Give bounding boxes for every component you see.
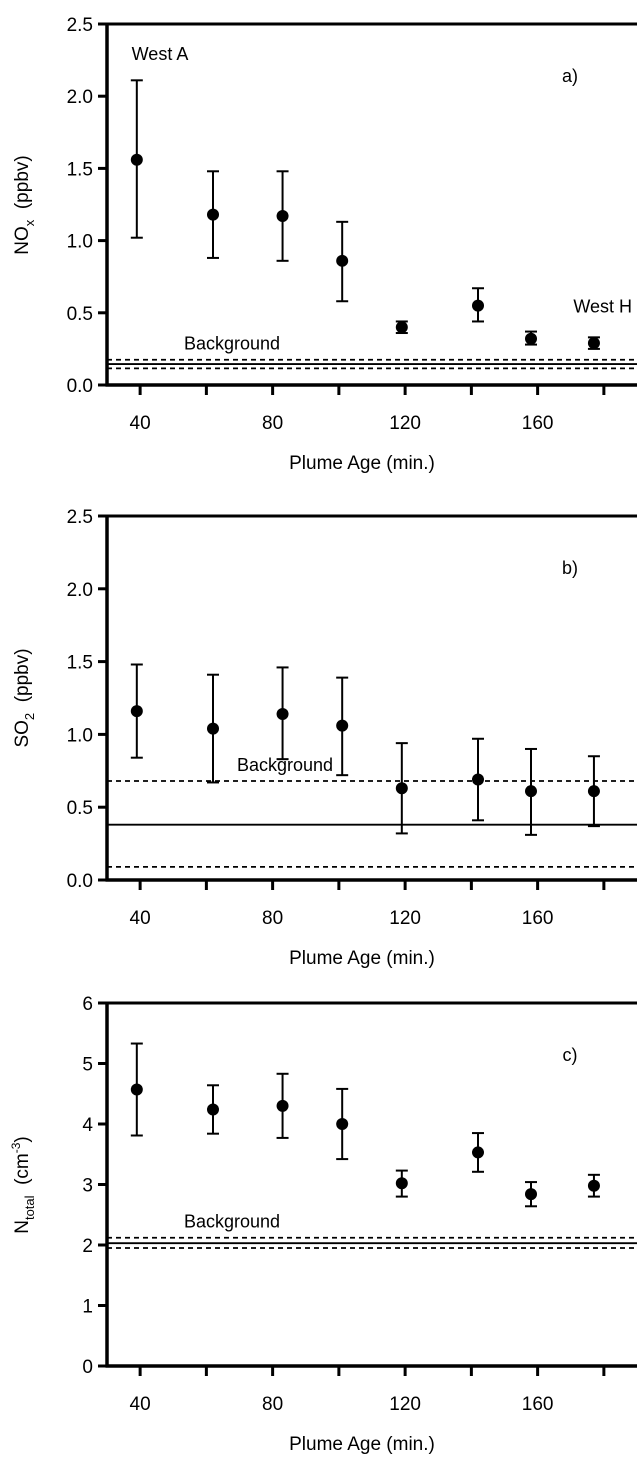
- y-tick-label: 4: [82, 1115, 93, 1136]
- y-tick-label: 2.5: [67, 15, 93, 36]
- x-tick-label: 80: [262, 413, 283, 434]
- data-point: [587, 785, 600, 798]
- annotation-west-h: West H: [573, 297, 632, 317]
- x-tick-label: 120: [389, 908, 421, 929]
- data-point: [587, 337, 600, 350]
- panel-label: c): [563, 1045, 578, 1065]
- x-tick-label: 40: [130, 908, 151, 929]
- data-point: [130, 705, 143, 718]
- panel-label: a): [562, 66, 578, 86]
- data-point: [276, 1099, 289, 1112]
- y-axis-label: Ntotal (cm-3): [9, 1136, 37, 1234]
- y-tick-label: 0: [82, 1357, 93, 1378]
- data-point: [207, 1103, 219, 1116]
- data-point: [276, 210, 289, 223]
- y-tick-label: 2.0: [67, 580, 93, 601]
- panel-3: 0 1 2 3 4 5 6 40 80 120 160 Plume Age (min.) Ntotal …: [9, 994, 637, 1455]
- y-tick-label: 0.0: [67, 871, 93, 892]
- y-tick-label: 3: [82, 1176, 93, 1197]
- panel-1: 0.0 0.5 1.0 1.5 2.0 2.5 40 80 120 160 Plume Age (m…: [12, 15, 637, 474]
- data-point: [587, 1179, 600, 1192]
- data-point: [472, 1146, 484, 1159]
- x-tick-label: 160: [522, 413, 554, 434]
- data-point: [336, 254, 349, 267]
- data-point: [472, 299, 484, 312]
- y-tick-label: 0.5: [67, 798, 93, 819]
- data-point: [130, 153, 143, 166]
- y-tick-label: 0.0: [67, 376, 93, 397]
- data-point: [472, 773, 484, 786]
- data-point: [395, 321, 408, 334]
- x-axis-label: Plume Age (min.): [289, 1434, 435, 1455]
- x-tick-label: 40: [130, 413, 151, 434]
- y-tick-label: 2.0: [67, 87, 93, 108]
- y-tick-label: 0.5: [67, 304, 93, 325]
- x-tick-label: 40: [130, 1394, 151, 1415]
- y-tick-label: 1.5: [67, 653, 93, 674]
- y-axis-label: SO2 (ppbv): [12, 648, 37, 747]
- data-point: [395, 782, 408, 795]
- x-tick-label: 80: [262, 1394, 283, 1415]
- x-tick-label: 160: [522, 1394, 554, 1415]
- data-point: [525, 785, 537, 798]
- x-tick-label: 160: [522, 908, 554, 929]
- data-point: [207, 722, 219, 735]
- panel-2: 0.0 0.5 1.0 1.5 2.0 2.5 40 80 120 160 Plume Age (m…: [12, 507, 637, 969]
- data-point: [336, 719, 349, 732]
- y-tick-label: 1.0: [67, 725, 93, 746]
- annotation-west-a: West A: [132, 44, 189, 64]
- data-point: [336, 1118, 349, 1130]
- y-axis-label: NOx (ppbv): [12, 155, 37, 254]
- background-label: Background: [184, 334, 280, 354]
- background-label: Background: [237, 755, 333, 775]
- x-axis-label: Plume Age (min.): [289, 453, 435, 474]
- y-tick-label: 5: [82, 1055, 93, 1076]
- y-tick-label: 6: [82, 994, 93, 1015]
- x-tick-label: 80: [262, 908, 283, 929]
- panel-label: b): [562, 558, 578, 578]
- data-point: [525, 332, 537, 345]
- data-point: [207, 208, 219, 221]
- background-label: Background: [184, 1212, 280, 1232]
- y-tick-label: 1.5: [67, 159, 93, 180]
- y-tick-label: 2: [82, 1236, 93, 1257]
- y-tick-label: 2.5: [67, 507, 93, 528]
- data-point: [276, 708, 289, 721]
- x-tick-label: 120: [389, 413, 421, 434]
- x-tick-label: 120: [389, 1394, 421, 1415]
- y-tick-label: 1.0: [67, 232, 93, 253]
- data-point: [130, 1083, 143, 1096]
- x-axis-label: Plume Age (min.): [289, 948, 435, 969]
- data-point: [395, 1177, 408, 1190]
- data-point: [525, 1188, 537, 1201]
- y-tick-label: 1: [82, 1297, 93, 1318]
